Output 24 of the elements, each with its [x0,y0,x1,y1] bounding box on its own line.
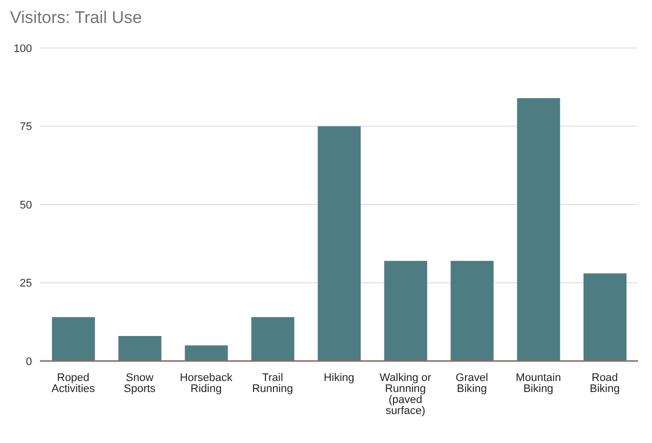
y-tick-label: 100 [14,42,32,55]
x-tick-label: Road Biking [590,372,620,395]
bar [384,260,428,361]
bar [517,98,560,361]
bar [450,260,494,361]
bar [52,317,95,361]
bar [584,273,627,361]
x-tick-label: Walking or Running (paved surface) [380,372,432,417]
bar [118,336,162,361]
y-tick-label: 75 [20,121,32,134]
y-tick-label: 50 [20,199,32,212]
bar [251,317,294,361]
bar [184,345,228,361]
x-tick-label: Hiking [324,372,354,384]
y-tick-label: 25 [20,278,32,290]
x-tick-label: Roped Activities [52,372,96,395]
x-tick-label: Snow Sports [124,372,156,395]
x-tick-label: Gravel Biking [456,372,488,395]
y-tick-label: 0 [26,356,32,368]
x-tick-label: Horseback Riding [180,372,233,395]
chart-title: Visitors: Trail Use [10,8,143,28]
x-tick-label: Trail Running [252,372,294,395]
x-tick-label: Mountain Biking [516,372,561,395]
bar [318,126,361,361]
